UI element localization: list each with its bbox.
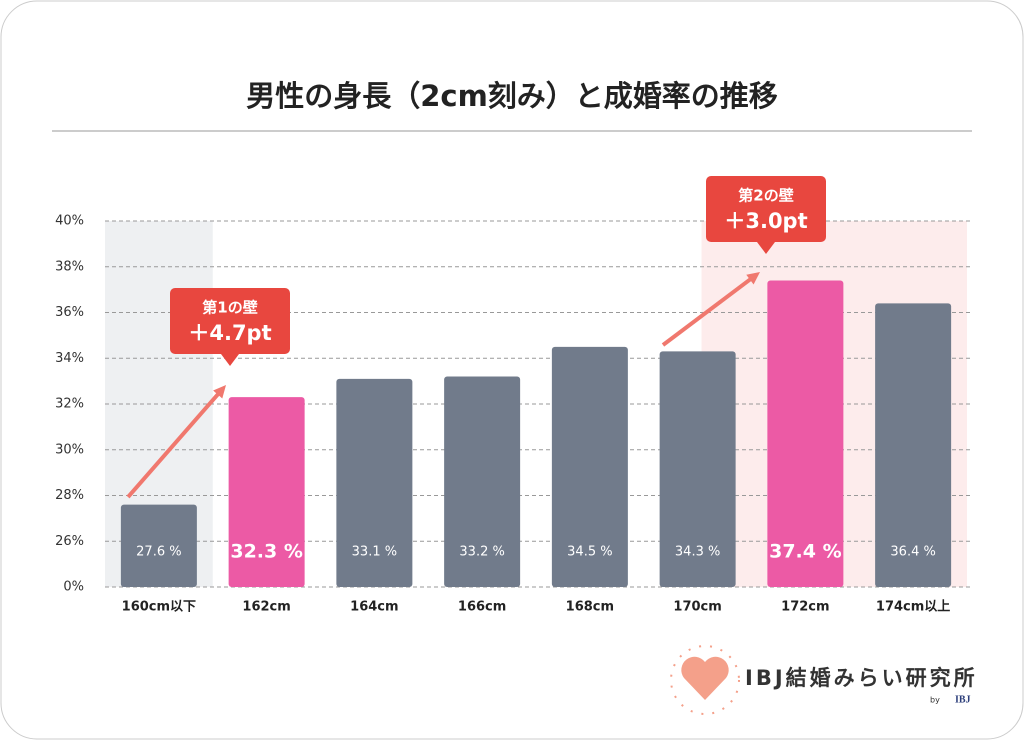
annotation-box [706, 176, 826, 242]
x-tick-label: 166cm [458, 600, 506, 615]
annotation-title: 第1の壁 [202, 299, 257, 317]
y-tick-label: 26% [55, 534, 84, 549]
x-tick-label: 174cm以上 [876, 600, 950, 615]
value-label: 27.6 % [136, 545, 181, 560]
annotation-arrow [661, 275, 755, 347]
chart-title: 男性の身長（2cm刻み）と成婚率の推移 [246, 79, 778, 113]
logo-by: by [930, 696, 940, 705]
value-label: 32.3 % [230, 541, 303, 563]
value-label: 37.4 % [769, 541, 842, 563]
bar [120, 504, 197, 587]
y-tick-label: 32% [55, 397, 84, 412]
y-tick-label: 36% [55, 305, 84, 320]
y-tick-label: 40% [55, 214, 84, 229]
annotation-pointer [757, 242, 775, 254]
bar [767, 280, 844, 587]
annotation-title: 第2の壁 [738, 187, 793, 205]
bar [228, 397, 305, 587]
x-tick-label: 170cm [673, 600, 721, 615]
logo-heart [681, 656, 729, 700]
logo-name: IBJ結婚みらい研究所 [745, 666, 978, 690]
x-tick-label: 160cm以下 [122, 600, 196, 615]
x-tick-label: 162cm [242, 600, 290, 615]
bar [659, 351, 736, 587]
annotation-arrowhead [213, 385, 226, 399]
value-label: 33.2 % [459, 545, 504, 560]
x-tick-label: 168cm [566, 600, 614, 615]
bar [336, 378, 413, 587]
value-label: 34.3 % [675, 545, 720, 560]
x-tick-label: 164cm [350, 600, 398, 615]
y-tick-label: 34% [55, 351, 84, 366]
y-tick-label: 0% [63, 580, 84, 595]
y-tick-label: 38% [55, 259, 84, 274]
value-label: 33.1 % [352, 545, 397, 560]
value-label: 36.4 % [890, 545, 935, 560]
value-label: 34.5 % [567, 545, 612, 560]
bar [551, 346, 628, 587]
logo-brand: IBJ [955, 694, 971, 705]
annotation-arrowhead [746, 272, 760, 285]
y-tick-label: 28% [55, 488, 84, 503]
annotation-pointer [221, 354, 239, 366]
annotation-label: ＋4.7pt [188, 321, 271, 345]
annotation-arrow [126, 389, 223, 499]
y-tick-label: 30% [55, 442, 84, 457]
annotation-label: ＋3.0pt [724, 209, 807, 233]
logo-rays [670, 645, 740, 715]
bar [444, 376, 521, 587]
logo: IBJ結婚みらい研究所 by IBJ [670, 645, 978, 715]
bar [875, 303, 952, 587]
x-tick-label: 172cm [781, 600, 829, 615]
annotation-box [170, 288, 290, 354]
